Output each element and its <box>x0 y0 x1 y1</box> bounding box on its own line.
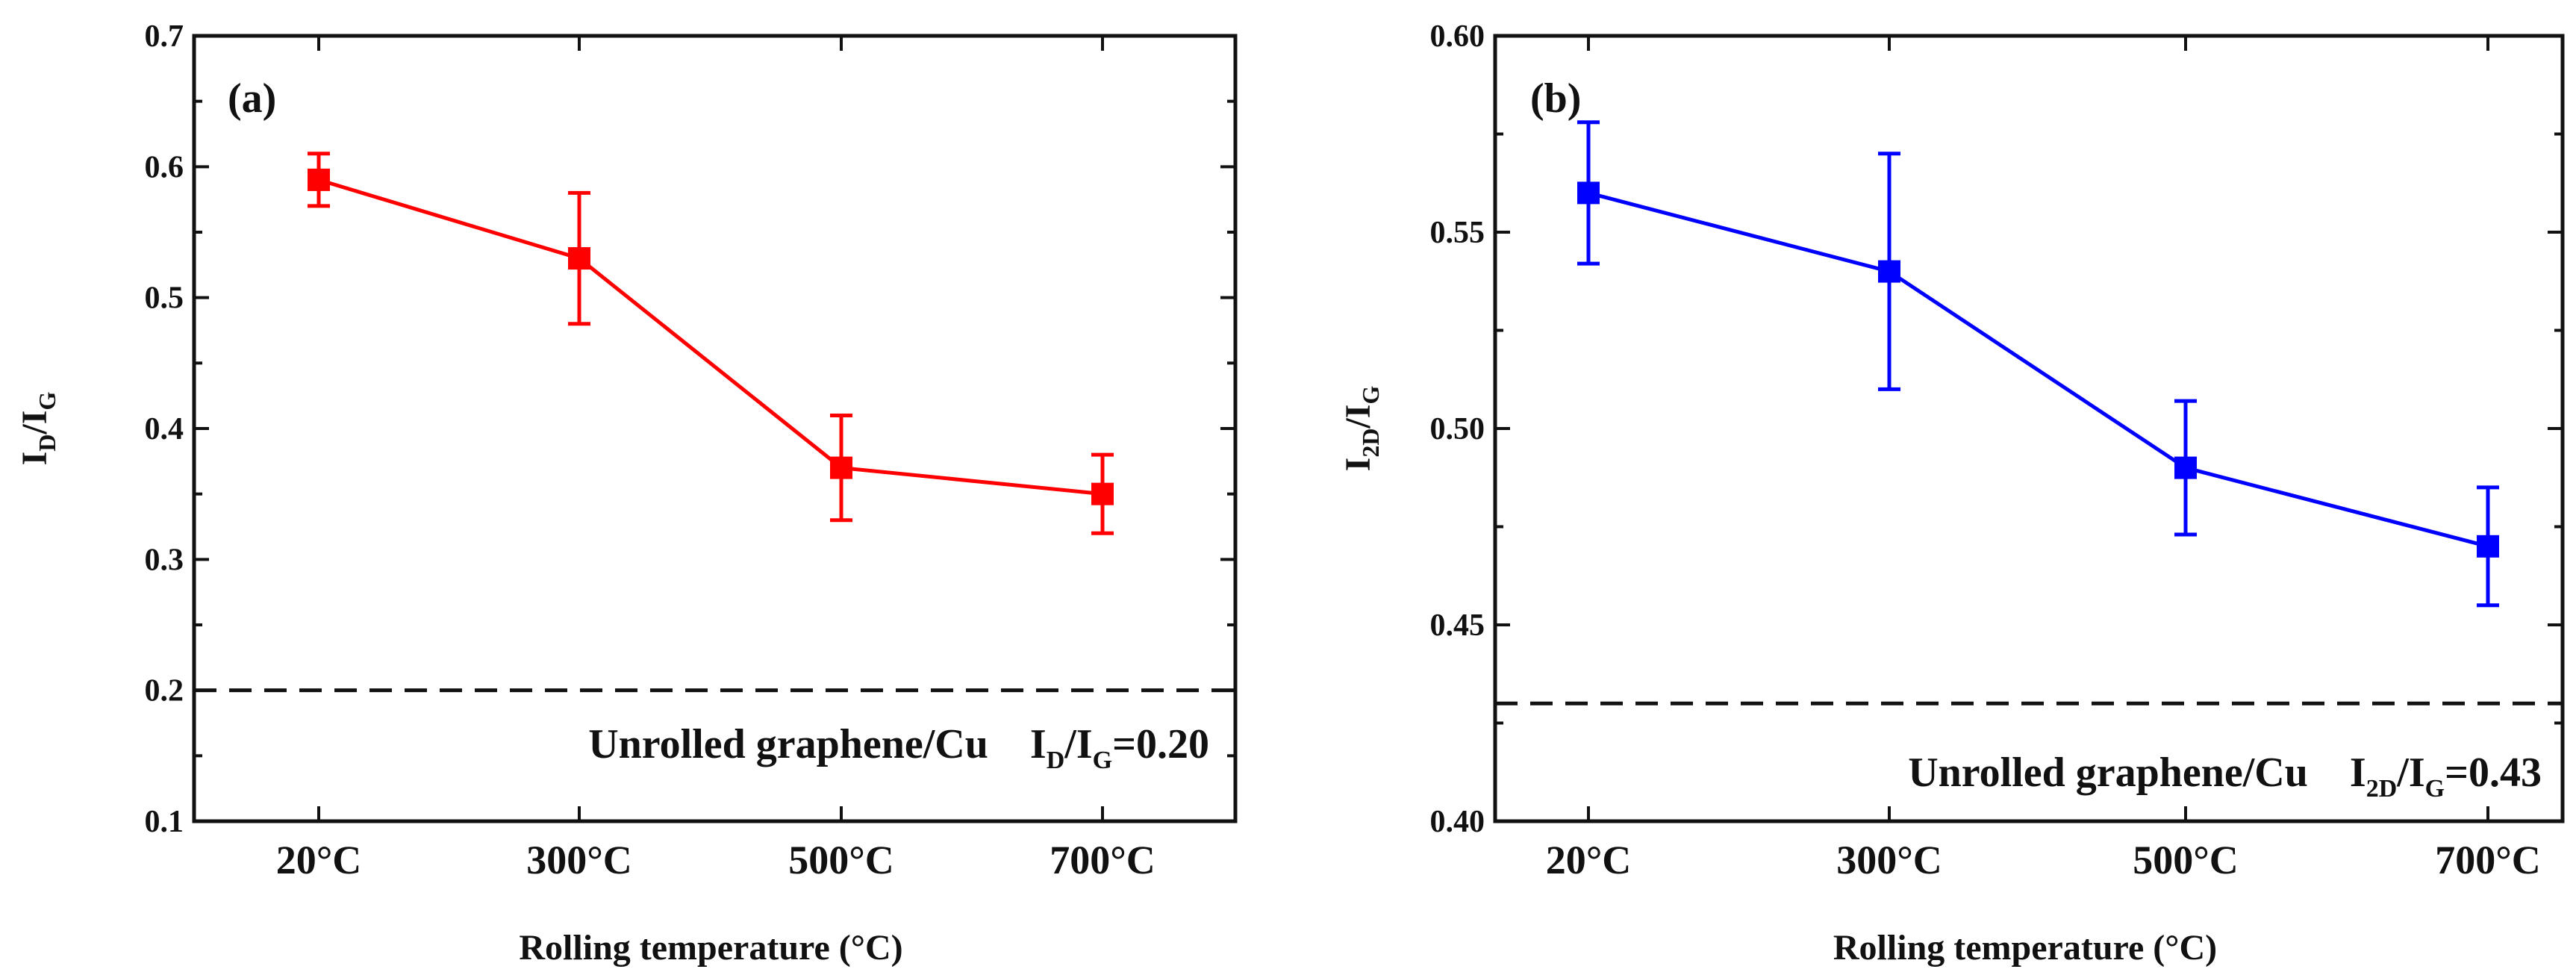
y-axis-title-sub1: 2D <box>1357 429 1384 458</box>
y-tick-label: 0.40 <box>1430 805 1485 839</box>
data-point <box>1577 181 1600 205</box>
annotation-ratio-sub1: D <box>1047 747 1065 774</box>
y-tick-label: 0.4 <box>145 412 184 446</box>
y-tick-label: 0.55 <box>1430 216 1485 250</box>
annotation-text: Unrolled graphene/Cu <box>1908 750 2350 796</box>
annotation-ratio-slash: /I <box>1064 721 1092 767</box>
data-point <box>1091 482 1114 505</box>
x-tick-label: 20°C <box>1546 838 1632 882</box>
y-axis-title: ID/IG <box>15 392 60 466</box>
y-tick-label: 0.1 <box>145 805 184 839</box>
chart-panel-b: 0.40 0.45 0.50 0.55 0.60 20°C 300°C 500°C 700°C (… <box>1338 19 2565 968</box>
x-tick-label: 300°C <box>1836 838 1942 882</box>
y-axis-title: I2D/IG <box>1338 386 1384 472</box>
annotation-ratio-sub2: G <box>1093 747 1112 774</box>
y-axis-title-sub1: D <box>34 434 60 452</box>
x-axis-title: Rolling temperature (°C) <box>1833 928 2217 968</box>
panel-label: (b) <box>1530 75 1581 122</box>
y-axis-title-main: I <box>15 452 54 466</box>
x-tick-label: 20°C <box>276 838 362 882</box>
data-point <box>2174 456 2197 479</box>
data-point <box>308 168 330 191</box>
y-tick-label: 0.6 <box>145 150 184 184</box>
chart-panel-a: 0.1 0.2 0.3 0.4 0.5 0.6 0.7 20°C 300°C 500°C 700°C… <box>15 19 1238 968</box>
x-tick-label: 500°C <box>788 838 894 882</box>
series-line <box>1588 190 2489 549</box>
y-axis-title-slash: /I <box>1338 405 1378 429</box>
annotation-ratio-main: I <box>2350 750 2366 796</box>
x-axis-title: Rolling temperature (°C) <box>519 928 902 968</box>
plot-frame <box>1493 34 2565 823</box>
y-tick-label: 0.60 <box>1430 19 1485 54</box>
y-tick-label: 0.7 <box>145 19 184 54</box>
series-line <box>318 178 1103 496</box>
plot-frame <box>192 34 1238 823</box>
annotation: Unrolled graphene/Cu I2D/IG=0.43 <box>1908 750 2542 803</box>
x-tick-label: 700°C <box>1050 838 1156 882</box>
y-tick-label: 0.45 <box>1430 608 1485 643</box>
annotation-ratio-value: =0.43 <box>2445 750 2542 796</box>
y-axis-title-sub2: G <box>1357 386 1384 405</box>
annotation-ratio-sub1: 2D <box>2366 775 2398 803</box>
annotation-ratio-value: =0.20 <box>1112 721 1209 767</box>
y-tick-label: 0.50 <box>1430 412 1485 446</box>
annotation-ratio-slash: /I <box>2396 750 2424 796</box>
data-point <box>2477 535 2499 558</box>
data-point <box>830 456 852 479</box>
y-tick-label: 0.5 <box>145 281 184 316</box>
panel-label: (a) <box>228 75 276 122</box>
annotation: Unrolled graphene/Cu ID/IG=0.20 <box>588 721 1209 774</box>
y-tick-label: 0.2 <box>145 674 184 708</box>
annotation-ratio-main: I <box>1030 721 1047 767</box>
y-axis-title-slash: /I <box>15 411 54 435</box>
annotation-ratio-sub2: G <box>2425 775 2445 803</box>
x-tick-label: 300°C <box>526 838 632 882</box>
x-tick-label: 700°C <box>2435 838 2541 882</box>
y-tick-label: 0.3 <box>145 543 184 577</box>
y-axis-title-sub2: G <box>34 392 60 411</box>
annotation-text: Unrolled graphene/Cu <box>588 721 1030 767</box>
data-point <box>568 247 590 270</box>
x-tick-label: 500°C <box>2133 838 2239 882</box>
data-point <box>1878 260 1900 283</box>
y-axis-title-main: I <box>1338 458 1378 472</box>
